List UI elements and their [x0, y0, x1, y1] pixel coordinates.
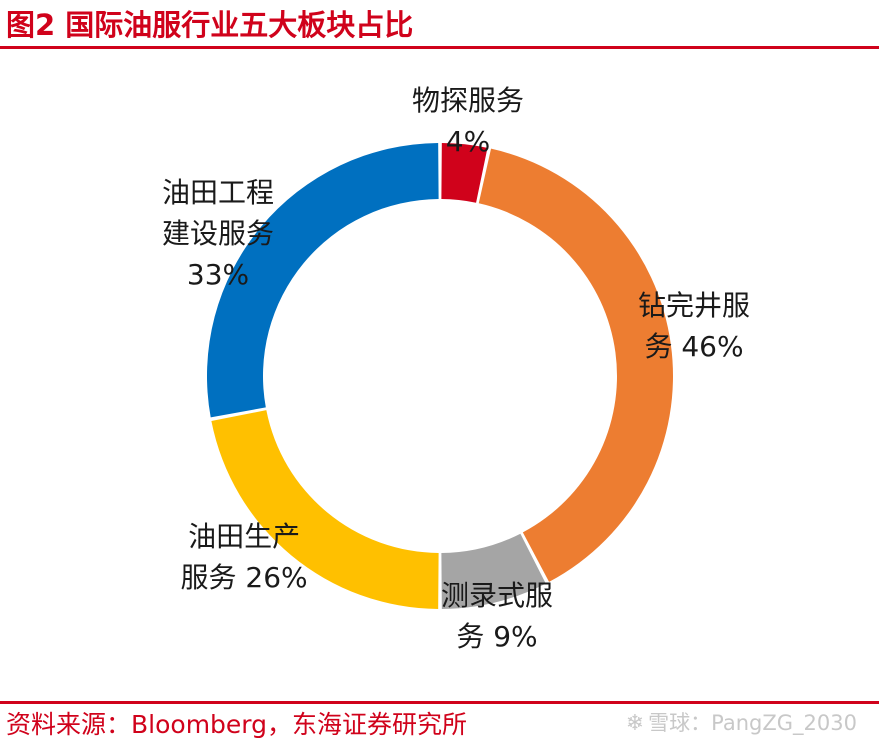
slice-engineering-construction — [207, 143, 439, 418]
slice-label-line: 测录式服 — [441, 579, 554, 612]
slice-label-engineering-construction: 油田工程建设服务 33% — [162, 172, 274, 295]
source-note: 资料来源：Bloomberg，东海证券研究所 — [6, 710, 467, 739]
watermark-text: 雪球：PangZG_2030 — [648, 711, 857, 735]
figure-title-text: 国际油服行业五大板块占比 — [65, 8, 414, 42]
slice-drilling-completion — [478, 148, 673, 582]
slice-label-line: 4% — [445, 125, 491, 158]
slice-production — [211, 410, 439, 609]
slice-label-line: 油田生产 — [188, 520, 301, 553]
slice-label-line: 务 46% — [644, 330, 744, 363]
slice-label-line: 物探服务 — [412, 84, 525, 117]
slice-label-line: 油田工程 — [162, 176, 275, 209]
slice-logging — [441, 533, 546, 609]
donut-chart — [207, 143, 673, 609]
snowball-icon: ❄ — [625, 711, 645, 736]
source-divider — [0, 701, 879, 704]
slice-label-geophysical: 物探服务 4% — [412, 80, 524, 162]
slice-label-line: 服务 26% — [180, 561, 308, 594]
slice-label-drilling-completion: 钻完井服务 46% — [638, 285, 750, 367]
slice-label-line: 钻完井服 — [638, 289, 751, 322]
figure-title: 图2 国际油服行业五大板块占比 — [6, 2, 413, 42]
slice-label-production: 油田生产服务 26% — [181, 516, 308, 598]
slice-label-logging: 测录式服务 9% — [441, 575, 553, 657]
watermark: ❄ 雪球：PangZG_2030 — [626, 707, 857, 737]
slice-label-line: 建设服务 — [162, 217, 275, 250]
slice-geophysical — [441, 143, 488, 203]
title-divider — [0, 46, 879, 49]
slice-label-line: 务 9% — [456, 620, 538, 653]
figure-number: 图2 — [6, 8, 56, 42]
slice-label-line: 33% — [186, 258, 250, 291]
